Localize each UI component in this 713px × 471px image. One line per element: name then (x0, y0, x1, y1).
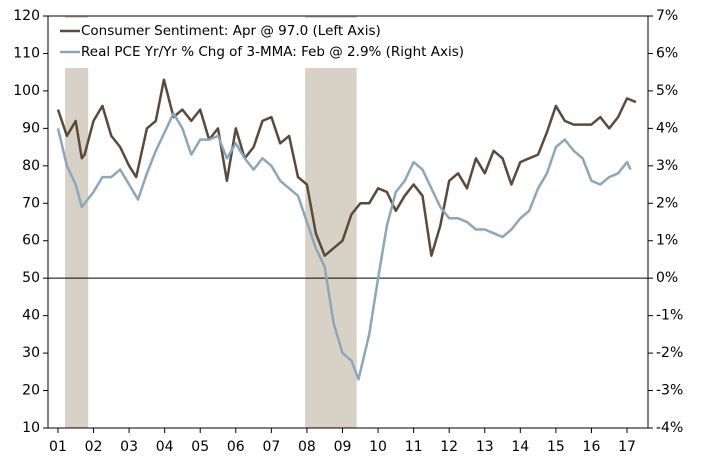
y-tick-label: 70 (22, 195, 40, 211)
x-tick-label: 06 (227, 439, 245, 455)
x-tick-label: 11 (405, 439, 423, 455)
y2-tick-label: 7% (656, 8, 678, 24)
y2-tick-label: -2% (656, 345, 683, 361)
y-tick-label: 120 (13, 8, 40, 24)
x-tick-label: 09 (334, 439, 352, 455)
recession-band (65, 16, 89, 428)
y2-tick-label: -4% (656, 420, 683, 436)
y-tick-label: 110 (13, 45, 40, 61)
y2-tick-label: 1% (656, 233, 678, 249)
x-tick-label: 02 (85, 439, 103, 455)
y2-tick-label: 5% (656, 83, 678, 99)
y-tick-label: 40 (22, 308, 40, 324)
x-tick-label: 07 (262, 439, 280, 455)
y-tick-label: 50 (22, 270, 40, 286)
x-tick-label: 12 (440, 439, 458, 455)
y2-tick-label: -3% (656, 383, 683, 399)
legend: Consumer Sentiment: Apr @ 97.0 (Left Axi… (58, 18, 568, 68)
y2-tick-label: 6% (656, 45, 678, 61)
x-tick-label: 03 (120, 439, 138, 455)
x-tick-label: 13 (476, 439, 494, 455)
x-tick-label: 16 (583, 439, 601, 455)
y2-tick-label: 3% (656, 158, 678, 174)
y-tick-label: 80 (22, 158, 40, 174)
series-line (56, 112, 632, 381)
y2-tick-label: -1% (656, 308, 683, 324)
x-tick-label: 08 (298, 439, 316, 455)
x-tick-label: 01 (49, 439, 67, 455)
x-tick-label: 15 (547, 439, 565, 455)
y-tick-label: 30 (22, 345, 40, 361)
x-tick-label: 17 (618, 439, 636, 455)
x-tick-label: 14 (511, 439, 529, 455)
y-tick-label: 20 (22, 383, 40, 399)
y-tick-label: 100 (13, 83, 40, 99)
legend-box (58, 18, 568, 68)
x-tick-label: 05 (191, 439, 209, 455)
y-tick-label: 10 (22, 420, 40, 436)
y2-tick-label: 4% (656, 120, 678, 136)
y2-tick-label: 0% (656, 270, 678, 286)
legend-label: Consumer Sentiment: Apr @ 97.0 (Left Axi… (81, 23, 381, 39)
legend-label: Real PCE Yr/Yr % Chg of 3-MMA: Feb @ 2.9… (81, 44, 464, 60)
x-tick-label: 10 (369, 439, 387, 455)
y-tick-label: 90 (22, 120, 40, 136)
plot-frame (47, 15, 649, 429)
y2-tick-label: 2% (656, 195, 678, 211)
series-line (56, 78, 637, 257)
x-tick-label: 04 (156, 439, 174, 455)
y-tick-label: 60 (22, 233, 40, 249)
